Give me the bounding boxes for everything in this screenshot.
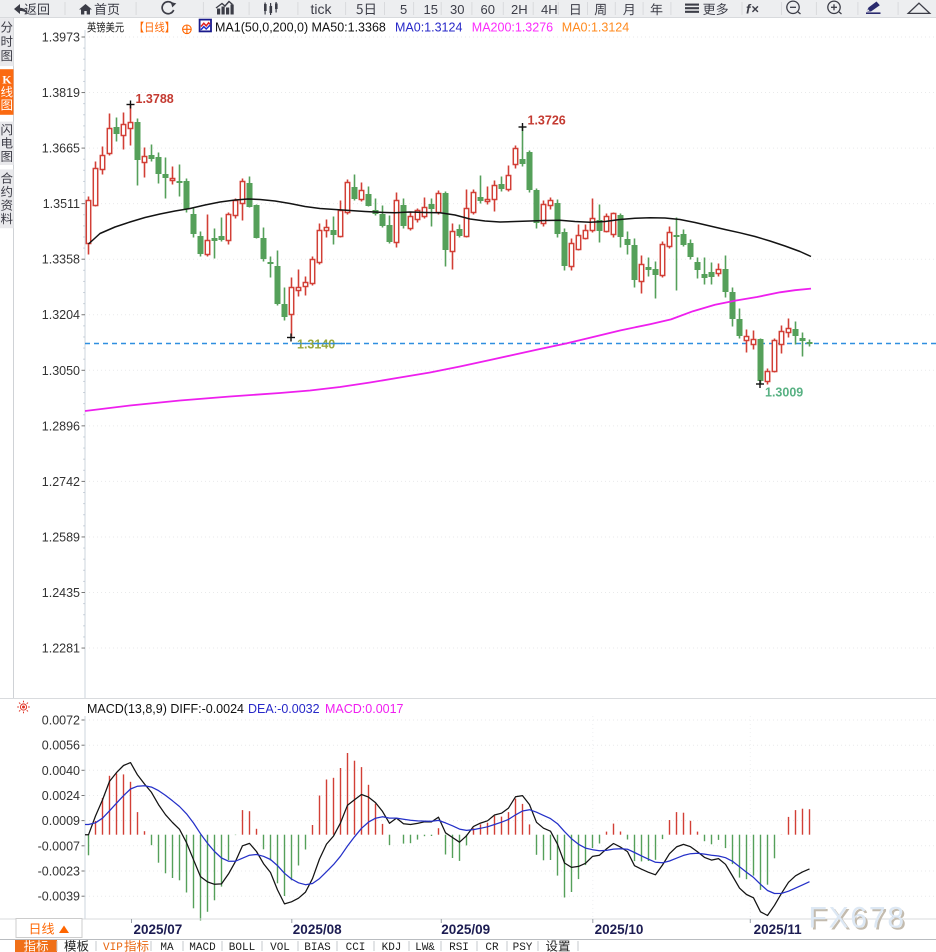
svg-text:PSY: PSY <box>513 942 533 952</box>
svg-text:1.2589: 1.2589 <box>42 531 80 545</box>
svg-text:CR: CR <box>485 942 499 952</box>
svg-text:2025/09: 2025/09 <box>441 922 490 937</box>
svg-text:2025/11: 2025/11 <box>754 922 803 937</box>
svg-text:0.0009: 0.0009 <box>42 814 80 828</box>
svg-text:-0.0023: -0.0023 <box>38 865 80 879</box>
svg-text:0.0040: 0.0040 <box>42 764 80 778</box>
svg-text:FX678: FX678 <box>811 904 908 937</box>
svg-text:DEA:-0.0032: DEA:-0.0032 <box>248 702 320 716</box>
svg-text:MACD:0.0017: MACD:0.0017 <box>325 702 404 716</box>
svg-text:KDJ: KDJ <box>382 942 402 952</box>
svg-text:4H: 4H <box>541 2 558 17</box>
svg-text:60: 60 <box>481 2 495 17</box>
svg-text:BOLL: BOLL <box>229 942 255 952</box>
svg-text:5: 5 <box>400 2 407 17</box>
svg-text:1.3140: 1.3140 <box>297 338 335 352</box>
svg-text:30: 30 <box>450 2 464 17</box>
svg-text:FX678: FX678 <box>809 902 906 935</box>
svg-text:f×: f× <box>746 2 759 17</box>
svg-text:MA1(50,0,200,0): MA1(50,0,200,0) <box>215 21 308 35</box>
svg-text:LW&: LW& <box>415 942 435 952</box>
svg-text:1.2742: 1.2742 <box>42 475 80 489</box>
svg-text:1.3973: 1.3973 <box>42 31 80 45</box>
svg-text:1.2435: 1.2435 <box>42 586 80 600</box>
svg-text:1.3204: 1.3204 <box>42 308 80 322</box>
svg-text:1.3358: 1.3358 <box>42 253 80 267</box>
svg-text:2025/08: 2025/08 <box>293 922 342 937</box>
svg-text:2025/10: 2025/10 <box>595 922 644 937</box>
svg-text:MA200:1.3276: MA200:1.3276 <box>472 21 553 35</box>
svg-text:0.0056: 0.0056 <box>42 739 80 753</box>
svg-text:1.2896: 1.2896 <box>42 419 80 433</box>
svg-text:1.3050: 1.3050 <box>42 364 80 378</box>
svg-text:MACD: MACD <box>189 942 216 952</box>
svg-text:MA: MA <box>160 942 174 952</box>
svg-text:BIAS: BIAS <box>304 942 331 952</box>
svg-text:0.0024: 0.0024 <box>42 789 80 803</box>
svg-text:-0.0039: -0.0039 <box>38 890 80 904</box>
svg-text:K: K <box>2 73 12 87</box>
svg-text:1.3665: 1.3665 <box>42 142 80 156</box>
svg-text:RSI: RSI <box>449 942 469 952</box>
svg-text:CCI: CCI <box>346 942 366 952</box>
svg-text:15: 15 <box>424 2 438 17</box>
svg-text:1.3726: 1.3726 <box>528 114 566 128</box>
svg-text:VIP: VIP <box>103 942 123 952</box>
svg-text:1.2281: 1.2281 <box>42 642 80 656</box>
svg-text:1.3511: 1.3511 <box>43 197 80 211</box>
svg-text:2025/07: 2025/07 <box>134 922 183 937</box>
svg-text:MACD(13,8,9) DIFF:-0.0024: MACD(13,8,9) DIFF:-0.0024 <box>87 702 244 716</box>
svg-text:1.3009: 1.3009 <box>765 386 803 400</box>
svg-text:MA0:1.3124: MA0:1.3124 <box>562 21 629 35</box>
svg-text:MA50:1.3368: MA50:1.3368 <box>312 21 386 35</box>
svg-text:tick: tick <box>311 1 333 17</box>
svg-text:1.3788: 1.3788 <box>136 92 174 106</box>
svg-text:0.0072: 0.0072 <box>42 714 80 728</box>
svg-text:VOL: VOL <box>270 942 290 952</box>
svg-text:2H: 2H <box>511 2 528 17</box>
svg-text:MA0:1.3124: MA0:1.3124 <box>395 21 462 35</box>
svg-text:1.3819: 1.3819 <box>42 86 80 100</box>
svg-text:-0.0007: -0.0007 <box>38 839 80 853</box>
